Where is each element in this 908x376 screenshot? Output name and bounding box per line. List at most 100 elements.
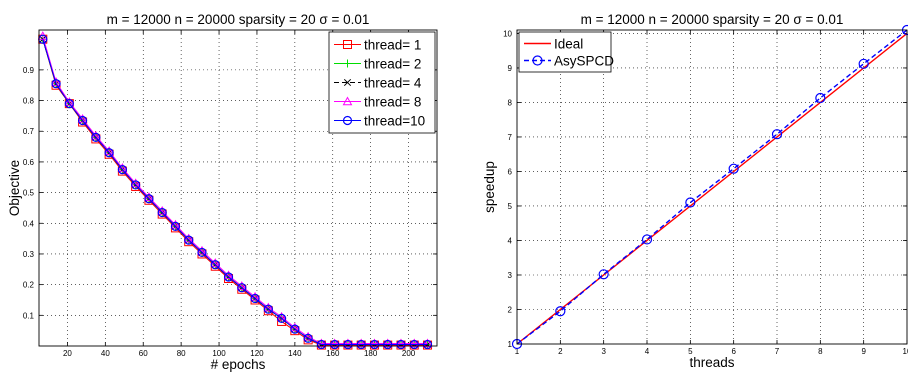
y-tick-label: 0.5 <box>23 189 35 198</box>
legend-label: Ideal <box>554 37 583 52</box>
x-tick-label: 6 <box>731 347 736 356</box>
data-point <box>343 339 353 350</box>
data-point <box>343 338 353 348</box>
legend-marker <box>343 40 352 49</box>
y-tick-label: 5 <box>508 202 513 211</box>
plot-border <box>516 29 908 345</box>
y-tick-label: 0.4 <box>23 219 35 228</box>
data-point <box>356 339 366 350</box>
x-tick-label: 80 <box>177 349 186 358</box>
objective-vs-epochs-chart: m = 12000 n = 20000 sparsity = 20 σ = 0.… <box>7 12 438 372</box>
x-tick-label: 40 <box>101 349 110 358</box>
data-point <box>290 324 300 334</box>
data-point <box>210 260 220 270</box>
x-tick-label: 1 <box>515 347 520 356</box>
data-point <box>157 207 167 218</box>
legend-marker <box>342 115 353 126</box>
data-point <box>369 338 380 348</box>
x-tick-label: 8 <box>818 347 823 356</box>
plot-border <box>38 29 438 347</box>
data-point <box>382 338 393 348</box>
x-tick-label: 140 <box>288 349 302 358</box>
data-point <box>237 283 247 293</box>
data-point <box>263 304 273 314</box>
data-point <box>555 306 566 317</box>
y-tick-label: 0.6 <box>23 158 35 167</box>
x-tick-label: 7 <box>775 347 780 356</box>
data-point <box>369 339 380 350</box>
data-point <box>771 129 783 140</box>
data-point <box>329 338 340 348</box>
x-tick-label: 200 <box>402 349 416 358</box>
data-point <box>51 79 61 89</box>
data-point <box>131 180 141 190</box>
data-point <box>396 339 406 350</box>
legend-label: thread=10 <box>364 114 425 129</box>
y-tick-label: 0.7 <box>23 127 35 136</box>
legend-label: thread= 8 <box>364 95 421 110</box>
x-tick-label: 10 <box>903 347 908 356</box>
y-tick-label: 1 <box>508 340 513 349</box>
chart-title: m = 12000 n = 20000 sparsity = 20 σ = 0.… <box>107 12 370 27</box>
data-point <box>396 338 406 348</box>
y-tick-label: 4 <box>508 236 513 245</box>
data-point <box>422 339 433 350</box>
legend-marker <box>343 78 352 87</box>
data-point <box>815 92 826 104</box>
data-point <box>383 339 393 350</box>
data-point <box>409 339 419 350</box>
legend-marker <box>343 59 352 68</box>
legend-label: AsySPCD <box>554 54 614 69</box>
y-tick-label: 0.9 <box>23 66 35 75</box>
data-point <box>64 97 75 106</box>
legend-label: thread= 4 <box>364 76 422 91</box>
data-point <box>276 313 287 323</box>
data-point <box>104 148 114 158</box>
data-point <box>64 99 74 109</box>
legend-marker <box>532 55 543 66</box>
data-point <box>316 339 326 350</box>
y-tick-label: 0.3 <box>23 250 35 259</box>
y-tick-label: 8 <box>508 98 513 107</box>
data-point <box>77 115 88 126</box>
y-tick-label: 0.1 <box>23 311 35 320</box>
legend: thread= 1 thread= 2 thread= 4 thread= 8 thre… <box>328 31 436 134</box>
series-thread-10 <box>38 34 433 350</box>
data-point <box>641 234 653 245</box>
data-point <box>422 338 433 348</box>
x-tick-label: 4 <box>645 347 650 356</box>
data-point <box>858 58 869 69</box>
data-point <box>728 163 739 174</box>
y-axis-label: Objective <box>7 160 22 216</box>
speedup-vs-threads-chart: m = 12000 n = 20000 sparsity = 20 σ = 0.… <box>482 12 908 370</box>
data-point <box>184 235 194 245</box>
data-point <box>330 339 340 350</box>
data-point <box>356 338 367 348</box>
y-tick-label: 7 <box>508 133 513 142</box>
data-point <box>144 194 154 204</box>
legend-box <box>518 31 612 73</box>
legend-label: thread= 2 <box>364 57 421 72</box>
x-axis-label: threads <box>689 355 734 370</box>
y-axis-label: speedup <box>482 161 497 213</box>
series-line <box>42 39 428 345</box>
x-tick-label: 180 <box>364 349 378 358</box>
x-tick-label: 9 <box>861 347 866 356</box>
legend-label: thread= 1 <box>364 38 421 53</box>
x-tick-label: 20 <box>63 349 72 358</box>
x-tick-label: 100 <box>212 349 226 358</box>
y-tick-label: 0.8 <box>23 97 35 106</box>
data-point <box>51 77 61 86</box>
x-tick-label: 3 <box>601 347 606 356</box>
data-point <box>250 293 260 304</box>
y-tick-label: 6 <box>508 167 513 176</box>
legend: Ideal AsySPCD <box>518 31 614 73</box>
x-tick-label: 120 <box>250 349 264 358</box>
y-tick-label: 2 <box>508 305 513 314</box>
x-tick-label: 160 <box>326 349 340 358</box>
data-point <box>685 197 696 208</box>
data-point <box>91 132 101 142</box>
x-tick-label: 2 <box>558 347 563 356</box>
data-point <box>409 338 420 348</box>
